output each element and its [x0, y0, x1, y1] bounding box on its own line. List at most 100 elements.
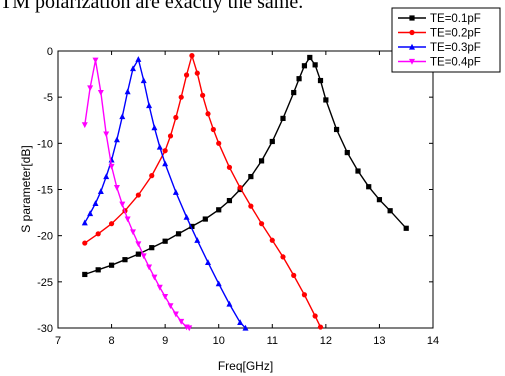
data-point [237, 319, 244, 326]
data-point [172, 311, 179, 318]
series-line [84, 57, 246, 329]
data-point [140, 77, 147, 84]
data-point [162, 148, 168, 154]
data-point [119, 113, 126, 120]
data-point [403, 225, 409, 231]
data-point [387, 208, 393, 214]
plot-frame [57, 50, 434, 329]
data-point [323, 97, 329, 103]
x-tick-label: 13 [373, 335, 385, 347]
data-point [130, 229, 136, 236]
x-tick-label: 9 [162, 335, 168, 347]
data-point [183, 214, 190, 220]
data-point [189, 223, 195, 230]
data-point [183, 72, 190, 78]
data-point [296, 76, 302, 82]
data-point [307, 54, 313, 61]
legend-item: TE=0.1pF [398, 13, 481, 25]
data-point [151, 124, 158, 131]
data-point [205, 259, 211, 266]
y-tick-label: -20 [37, 231, 53, 243]
legend-label: TE=0.2pF [430, 28, 481, 40]
data-point [130, 65, 136, 72]
data-point [301, 292, 308, 298]
data-point [269, 237, 275, 243]
data-point [167, 303, 174, 310]
y-tick-label: 0 [47, 46, 53, 58]
legend: TE=0.1pF TE=0.2pF TE=0.3pF TE=0.4pF [391, 7, 501, 73]
data-point [162, 294, 169, 300]
data-point [216, 140, 222, 146]
data-point [248, 173, 254, 180]
data-point [200, 92, 206, 98]
data-point [280, 115, 286, 122]
data-point [103, 173, 110, 180]
data-point [312, 62, 318, 68]
legend-item: TE=0.2pF [398, 28, 481, 40]
data-point [135, 251, 141, 257]
data-point [103, 131, 110, 138]
data-point [135, 192, 141, 198]
data-point [87, 85, 94, 92]
data-point [151, 274, 158, 281]
x-tick-label: 8 [109, 335, 115, 347]
data-point [156, 284, 163, 291]
data-point [173, 114, 179, 121]
legend-marker [409, 29, 415, 36]
series-layer [81, 53, 409, 332]
data-point [113, 136, 120, 143]
data-point [178, 318, 185, 325]
data-point [333, 126, 340, 133]
data-point [210, 126, 216, 133]
data-point [242, 324, 249, 331]
legend-label: TE=0.3pF [430, 42, 481, 54]
legend-item: TE=0.3pF [398, 42, 481, 54]
data-point [344, 149, 350, 156]
data-point [81, 219, 88, 226]
x-tick-label: 7 [55, 335, 61, 347]
data-point [97, 89, 104, 96]
data-point [135, 241, 142, 248]
data-point [167, 133, 174, 139]
data-point [146, 264, 153, 271]
data-point [258, 158, 265, 164]
data-point [119, 201, 126, 208]
data-point [366, 184, 372, 190]
data-point [149, 245, 155, 251]
data-point [108, 262, 115, 268]
data-point [202, 216, 208, 222]
legend-marker [409, 15, 415, 21]
data-point [92, 57, 99, 64]
data-point [124, 88, 131, 95]
data-point [317, 324, 324, 330]
plot-axes: 7 8 9 10 11 12 13 14 0 -5 -10 -15 -20 -25 -30 [37, 46, 439, 347]
legend-marker [409, 58, 415, 65]
data-point [205, 111, 211, 117]
legend-item: TE=0.4pF [398, 57, 481, 69]
data-point [162, 238, 168, 244]
legend-marker [409, 43, 415, 50]
data-point [122, 257, 128, 263]
data-point [156, 143, 163, 150]
data-point [216, 207, 222, 213]
y-axis-label: S parameter[dB] [19, 145, 33, 232]
x-tick-label: 12 [320, 335, 332, 347]
y-tick-label: -10 [37, 138, 53, 150]
data-point [269, 138, 275, 145]
data-point [92, 200, 99, 206]
data-point [376, 197, 383, 203]
data-point [124, 216, 131, 223]
data-point [186, 325, 193, 332]
data-point [317, 77, 324, 84]
data-point [149, 173, 155, 179]
data-point [258, 221, 265, 227]
x-tick-label: 11 [267, 335, 278, 347]
data-point [82, 271, 88, 278]
data-point [291, 272, 297, 278]
data-point [95, 267, 101, 273]
data-point [194, 70, 200, 76]
data-point [97, 188, 104, 194]
data-point [226, 164, 233, 170]
data-point [280, 254, 286, 260]
